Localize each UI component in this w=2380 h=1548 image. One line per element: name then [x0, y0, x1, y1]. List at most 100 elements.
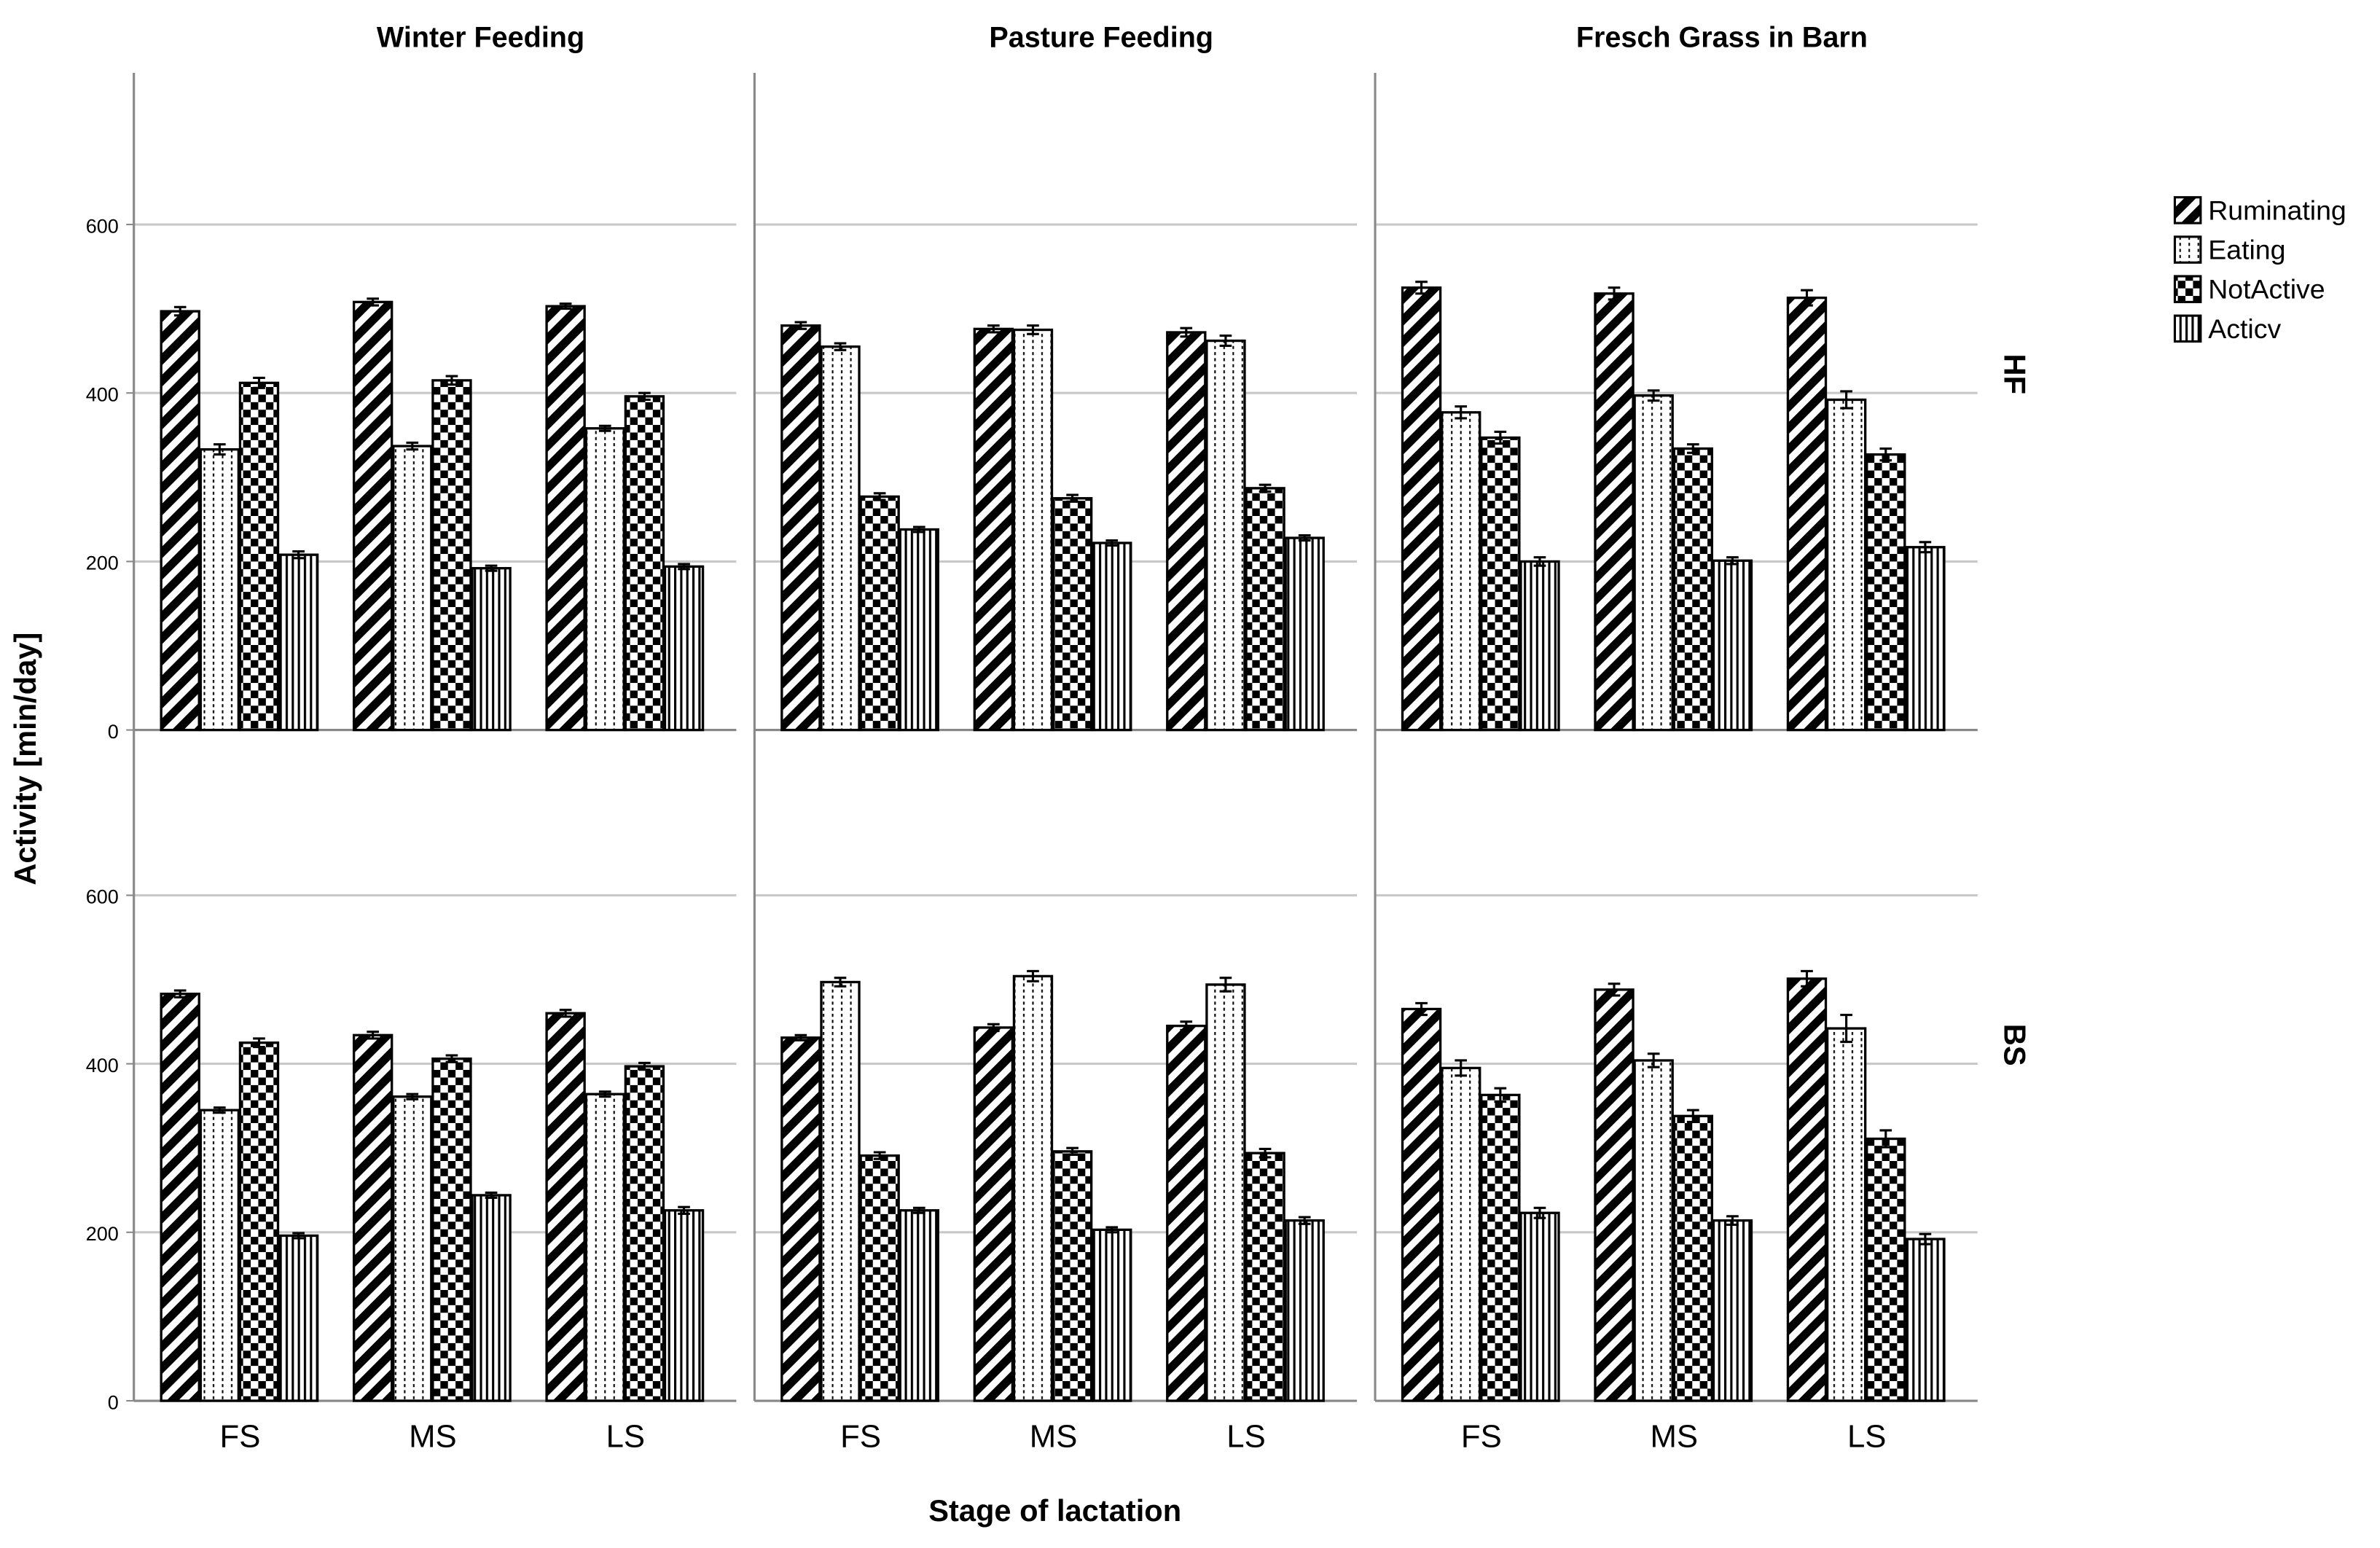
- error-bar: [1494, 430, 1507, 445]
- bar: [663, 1209, 705, 1402]
- error-bar: [1298, 534, 1311, 542]
- error-bar: [1686, 1109, 1699, 1123]
- error-bar: [1801, 969, 1813, 988]
- bar: [1905, 1238, 1946, 1402]
- bar: [899, 528, 939, 732]
- bar: [392, 445, 433, 732]
- bar: [1672, 447, 1713, 732]
- bar: [199, 448, 240, 732]
- error-bar: [1879, 447, 1892, 462]
- error-bar: [1840, 390, 1852, 410]
- bar: [1052, 497, 1093, 732]
- error-bar: [598, 424, 611, 432]
- error-bar: [1180, 327, 1193, 338]
- bar: [352, 300, 394, 732]
- error-bar: [1686, 443, 1699, 454]
- bar: [238, 1041, 280, 1402]
- bar: [820, 980, 861, 1402]
- error-bar: [1533, 556, 1546, 567]
- error-bar: [367, 297, 379, 307]
- error-bar: [485, 564, 498, 572]
- bar: [238, 381, 280, 732]
- legend-label: NotActive: [2208, 274, 2325, 305]
- bar: [1633, 1059, 1674, 1402]
- error-bar: [1258, 1147, 1272, 1159]
- error-bar: [794, 1033, 807, 1041]
- error-bar: [794, 321, 807, 330]
- y-tick-label: 0: [108, 1391, 119, 1413]
- legend-swatch: [2173, 196, 2202, 224]
- error-bar: [834, 342, 847, 351]
- bar: [1594, 292, 1635, 732]
- bar: [392, 1095, 433, 1402]
- error-bar: [1105, 1226, 1119, 1234]
- x-tick-label: LS: [606, 1419, 645, 1455]
- error-bar: [912, 525, 925, 533]
- bar: [1519, 1211, 1560, 1402]
- error-bar: [173, 305, 187, 317]
- bar: [471, 1194, 512, 1402]
- error-bar: [678, 1205, 690, 1215]
- bar: [1401, 1007, 1442, 1402]
- row-label: BS: [1998, 1024, 2032, 1066]
- error-bar: [912, 1206, 925, 1214]
- error-bar: [1027, 324, 1039, 335]
- bar: [1866, 453, 1906, 732]
- legend-label: Eating: [2208, 235, 2285, 265]
- error-bar: [1027, 969, 1039, 982]
- error-bar: [873, 492, 886, 501]
- error-bar: [214, 1106, 226, 1114]
- bar: [1245, 487, 1285, 732]
- error-bar: [1066, 1146, 1079, 1157]
- x-tick-label: LS: [1226, 1419, 1265, 1455]
- bar: [973, 327, 1014, 732]
- error-bar: [214, 443, 226, 456]
- error-bar: [1726, 1215, 1739, 1226]
- error-bar: [1219, 977, 1232, 993]
- column-title: Fresch Grass in Barn: [1576, 22, 1868, 54]
- error-bar: [1608, 286, 1621, 301]
- legend-label: Ruminating: [2208, 195, 2346, 225]
- bar: [663, 565, 705, 732]
- y-tick-label: 400: [86, 383, 119, 406]
- bar: [624, 1065, 665, 1402]
- bar: [1245, 1152, 1285, 1402]
- error-bar: [1298, 1216, 1311, 1225]
- error-bar: [253, 1037, 265, 1049]
- bar: [1866, 1137, 1906, 1402]
- bar: [1284, 1219, 1325, 1402]
- error-bar: [638, 1061, 651, 1071]
- bar: [1825, 398, 1867, 732]
- error-bar: [1647, 1052, 1660, 1068]
- bar: [584, 1092, 625, 1402]
- y-tick-label: 600: [86, 886, 119, 908]
- error-bar: [1533, 1206, 1546, 1219]
- bar: [1205, 983, 1246, 1402]
- column-title: Winter Feeding: [377, 22, 584, 54]
- row-label: HF: [1998, 354, 2032, 395]
- error-bar: [1455, 1059, 1468, 1077]
- bar: [1480, 436, 1521, 732]
- x-tick-label: LS: [1847, 1419, 1886, 1455]
- bar: [1594, 988, 1635, 1402]
- bar: [1092, 1228, 1132, 1402]
- bar: [1786, 977, 1828, 1402]
- legend-swatch: [2173, 314, 2202, 343]
- error-bar: [1180, 1020, 1193, 1031]
- error-bar: [1879, 1129, 1892, 1149]
- x-axis-title: Stage of lactation: [928, 1493, 1181, 1528]
- error-bar: [406, 441, 419, 451]
- error-bar: [873, 1151, 886, 1160]
- bar: [1633, 394, 1674, 732]
- bar: [859, 495, 900, 732]
- error-bar: [987, 324, 1000, 334]
- error-bar: [1494, 1087, 1507, 1103]
- bar: [1672, 1114, 1713, 1402]
- x-tick-label: FS: [220, 1419, 261, 1455]
- bar: [973, 1026, 1014, 1402]
- error-bar: [485, 1191, 498, 1199]
- bar: [1441, 1066, 1481, 1402]
- bar: [431, 379, 472, 732]
- bar: [199, 1109, 240, 1402]
